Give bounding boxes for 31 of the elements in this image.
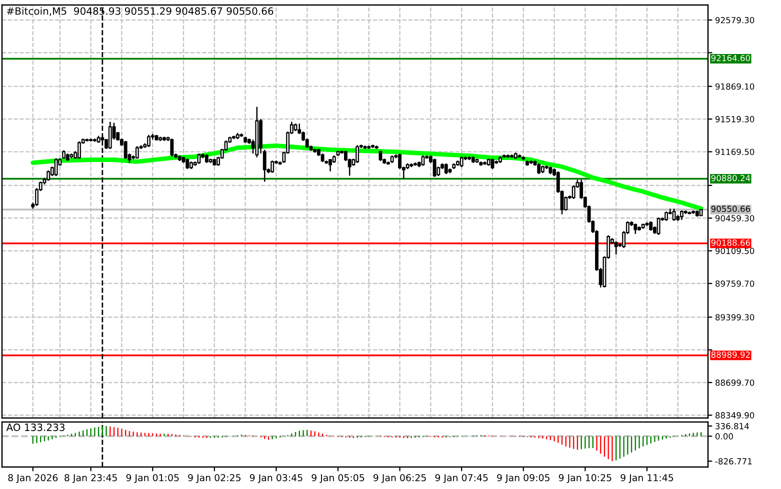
ref-line-label: 90188.66 <box>711 240 750 246</box>
x-tick-label: 8 Jan 23:45 <box>64 474 117 484</box>
ref-line-label: 88989.92 <box>711 352 750 358</box>
x-tick-label: 9 Jan 06:25 <box>374 474 426 484</box>
y-tick-label: 91519.30 <box>715 116 754 122</box>
y-tick-label: 90459.30 <box>715 215 754 222</box>
y-tick-label: 89759.70 <box>716 280 754 287</box>
y-tick-label: 90109.50 <box>715 248 754 254</box>
y-tick-label: 88699.70 <box>716 380 754 386</box>
chart-title: AO 133.233 <box>6 424 65 432</box>
x-tick-label: 9 Jan 10:25 <box>558 474 612 484</box>
y-tick-label: 0.00 <box>715 433 733 440</box>
y-tick-label: 91869.10 <box>715 83 754 90</box>
x-tick-label: 9 Jan 07:45 <box>435 474 488 484</box>
x-tick-label: 9 Jan 02:25 <box>188 474 240 484</box>
x-tick-label: 9 Jan 05:05 <box>312 474 364 484</box>
y-tick-label: 88349.90 <box>716 412 754 418</box>
y-tick-label: -826.771 <box>715 458 752 464</box>
x-tick-label: 9 Jan 01:05 <box>126 474 179 484</box>
y-tick-label: 92579.30 <box>715 16 754 24</box>
y-tick-label: 89399.30 <box>716 314 754 320</box>
ref-line-label: 90550.66 <box>711 206 750 212</box>
x-tick-label: 9 Jan 09:05 <box>497 474 550 484</box>
chart-title: #Bitcoin,M5 90485.93 90551.29 90485.67 90550.66 <box>7 7 274 16</box>
ref-line-label: 92164.60 <box>711 54 750 62</box>
x-tick-label: 9 Jan 11:45 <box>620 474 674 484</box>
x-tick-label: 8 Jan 2026 <box>8 474 58 484</box>
ref-line-label: 90880.24 <box>711 174 750 182</box>
x-tick-label: 9 Jan 03:45 <box>250 474 302 484</box>
y-tick-label: 91169.50 <box>715 148 754 156</box>
y-tick-label: 336.814 <box>716 423 749 430</box>
